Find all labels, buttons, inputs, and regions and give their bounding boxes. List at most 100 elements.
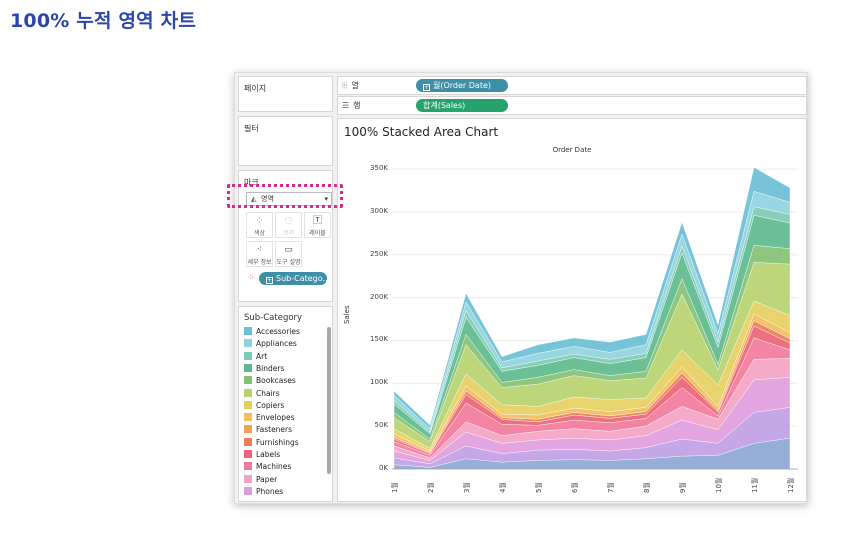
tableau-app-window: 페이지 필터 마크 ◭ 영역 ▾ ⁘ 색상 ◌ 크기 🅃 레이블 ⁖ 세부 정보… [234,72,808,504]
order-date-month-pill[interactable]: + 월(Order Date) [416,79,508,92]
chart-view: 100% Stacked Area Chart Order Date Sales… [337,118,807,502]
legend-item[interactable]: Phones [244,486,284,499]
legend-label: Furnishings [256,437,299,447]
rows-icon: ☰ [342,101,350,110]
rows-shelf-label: ☰ 행 [342,101,361,110]
chart-title: 100% Stacked Area Chart [344,125,499,139]
legend-label: Copiers [256,400,285,410]
rows-shelf: ☰ 행 합계(Sales) [337,96,807,115]
y-tick-label: 100K [370,378,388,387]
legend-label: Phones [256,486,284,496]
columns-shelf-label: ⦙⦙⦙ 열 [342,81,359,90]
y-tick-label: 0K [378,464,388,472]
size-button[interactable]: ◌ 크기 [275,212,302,238]
legend-item[interactable]: Appliances [244,339,297,351]
legend-swatch [244,486,252,495]
legend-item[interactable]: Accessories [244,327,300,339]
legend-item[interactable]: Bookcases [244,376,296,388]
color-pill-label: Sub-Catego.. [276,274,327,283]
legend-title: Sub-Category [244,313,303,323]
color-button[interactable]: ⁘ 색상 [246,212,273,238]
plus-box-icon: + [266,277,273,284]
area-chart-icon: ◭ [251,195,257,203]
label-button-label: 레이블 [309,230,326,237]
detail-button[interactable]: ⁖ 세부 정보 [246,241,273,267]
y-tick-label: 50K [374,421,389,430]
marks-card: 마크 ◭ 영역 ▾ ⁘ 색상 ◌ 크기 🅃 레이블 ⁖ 세부 정보 ▭ 도구 설… [238,170,333,302]
tooltip-button-label: 도구 설명 [276,259,301,266]
page-title: 100% 누적 영역 차트 [10,10,197,32]
area-series[interactable] [393,166,791,430]
legend-label: Envelopes [256,413,295,423]
legend-swatch [244,450,252,458]
legend-swatch [244,388,252,397]
legend-label: Chairs [256,388,280,398]
filters-card[interactable]: 필터 [238,116,333,166]
legend-item[interactable]: Furnishings [244,437,299,450]
size-button-label: 크기 [282,230,295,237]
pages-card-title: 페이지 [244,84,267,93]
rows-pill-label: 합계(Sales) [423,101,466,110]
legend-label: Labels [256,450,281,459]
y-tick-label: 250K [370,249,388,258]
legend-swatch [244,351,252,360]
mark-type-highlight [227,184,343,208]
color-dots-icon: ⁘ [255,216,264,226]
legend-label: Binders [256,363,285,373]
legend-swatch [244,425,252,434]
columns-shelf: ⦙⦙⦙ 열 + 월(Order Date) [337,76,807,95]
legend-item[interactable]: Fasteners [244,425,292,437]
subcategory-legend: Sub-Category Accessories Appliances Art Bin… [238,306,333,502]
chevron-down-icon: ▾ [324,195,328,203]
pages-card: 페이지 [238,76,333,112]
plus-box-icon: + [423,84,430,91]
legend-label: Bookcases [256,376,296,386]
y-tick-label: 150K [370,335,388,344]
size-icon: ◌ [284,216,293,226]
y-tick-label: 350K [370,164,388,172]
legend-swatch [244,462,252,471]
legend-swatch [244,363,252,372]
legend-swatch [244,437,252,446]
legend-label: Machines [256,462,292,472]
legend-item[interactable]: Labels [244,450,280,462]
legend-label: Accessories [256,327,300,336]
y-tick-label: 300K [370,206,388,215]
chart-subtitle: Order Date [552,146,592,154]
legend-item[interactable]: Art [244,351,268,364]
legend-item[interactable]: Envelopes [244,413,295,425]
columns-pill-label: 월(Order Date) [433,81,492,90]
legend-swatch [244,339,252,348]
mark-type-value: 영역 [261,195,274,203]
marks-card-title: 마크 [244,178,259,187]
detail-button-label: 세부 정보 [247,259,272,266]
legend-label: Art [256,351,268,361]
legend-item[interactable]: Machines [244,462,291,474]
stacked-area-chart[interactable] [338,119,808,503]
filters-card-title: 필터 [244,124,259,133]
legend-label: Appliances [256,339,297,349]
legend-item[interactable]: Paper [244,474,278,487]
sum-sales-pill[interactable]: 합계(Sales) [416,99,508,112]
columns-icon: ⦙⦙⦙ [342,81,348,90]
legend-swatch [244,413,252,422]
tooltip-button[interactable]: ▭ 도구 설명 [275,241,302,267]
legend-swatch [244,327,252,335]
color-subcategory-pill[interactable]: + Sub-Catego.. [259,272,327,285]
tooltip-icon: ▭ [284,245,293,255]
legend-item[interactable]: Binders [244,363,285,376]
legend-label: Fasteners [256,425,293,435]
legend-label: Paper [256,474,278,484]
detail-dots-icon: ⁖ [256,245,263,255]
legend-swatch [244,474,252,483]
legend-swatch [244,400,252,409]
legend-swatch [244,376,252,385]
label-button[interactable]: 🅃 레이블 [304,212,331,238]
color-dots-icon: ⁘ [247,273,255,283]
text-label-icon: 🅃 [312,216,322,226]
color-button-label: 색상 [253,230,266,237]
legend-item[interactable]: Chairs [244,388,280,401]
legend-item[interactable]: Copiers [244,400,285,413]
y-tick-label: 200K [370,292,388,301]
legend-scrollbar[interactable] [327,327,331,474]
